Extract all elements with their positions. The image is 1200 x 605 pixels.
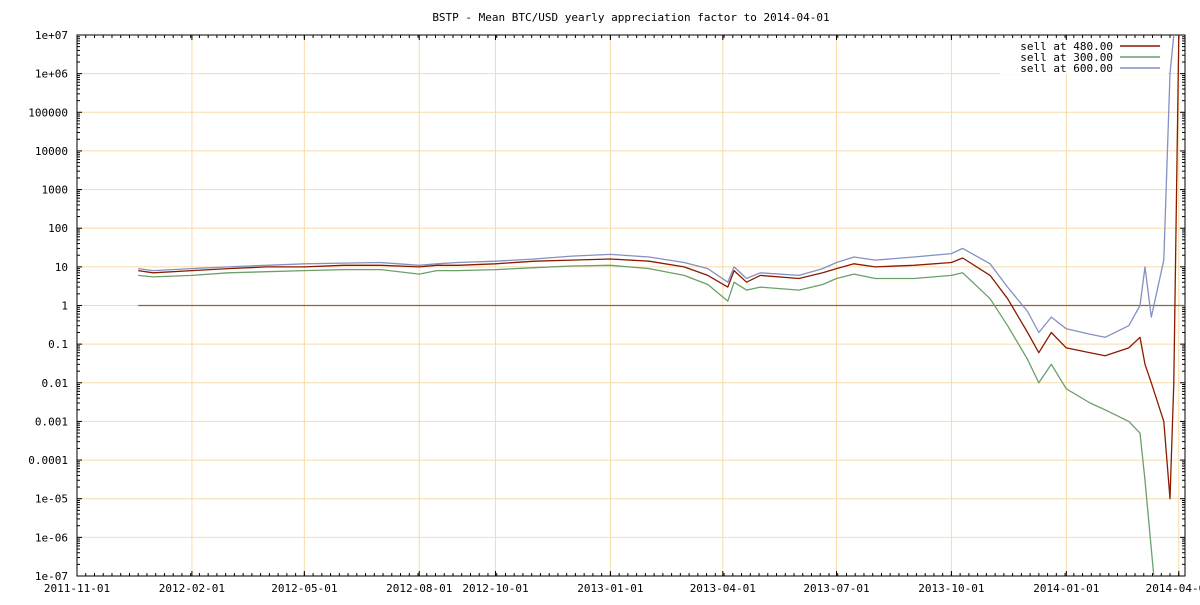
x-tick-label: 2013-10-01 — [918, 582, 984, 595]
chart-title: BSTP - Mean BTC/USD yearly appreciation … — [432, 11, 829, 24]
y-tick-label: 10000 — [35, 145, 68, 158]
x-tick-label: 2013-04-01 — [690, 582, 756, 595]
y-tick-label: 1 — [61, 300, 68, 313]
axis-ticks: 1e+07 1e+06 100000 10000 1000 100 10 1 0.1 0.01 0.… — [28, 29, 1200, 595]
legend-label: sell at 480.00 — [1020, 40, 1113, 53]
y-tick-label: 1e+06 — [35, 68, 68, 81]
y-tick-label: 100 — [48, 222, 68, 235]
y-tick-label: 1e-06 — [35, 531, 68, 544]
y-tick-label: 1e-05 — [35, 493, 68, 506]
x-tick-label: 2013-07-01 — [803, 582, 869, 595]
y-tick-label: 10 — [55, 261, 68, 274]
y-tick-label: 0.01 — [42, 377, 69, 390]
series-line-3 — [138, 34, 1175, 338]
y-tick-label: 1000 — [42, 184, 69, 197]
legend-label: sell at 600.00 — [1020, 62, 1113, 75]
y-tick-label: 0.1 — [48, 338, 68, 351]
x-tick-label: 2014-01-01 — [1033, 582, 1099, 595]
series-group — [138, 34, 1180, 577]
y-tick-label: 0.001 — [35, 415, 68, 428]
x-tick-label: 2012-05-01 — [271, 582, 337, 595]
y-tick-label: 1e+07 — [35, 29, 68, 42]
x-tick-label: 2013-01-01 — [577, 582, 643, 595]
x-tick-label: 2012-10-01 — [462, 582, 528, 595]
y-tick-label: 1e-07 — [35, 570, 68, 583]
x-tick-label: 2014-04-01 — [1146, 582, 1200, 595]
y-tick-label: 100000 — [28, 106, 68, 119]
series-line-2 — [138, 264, 1155, 577]
x-tick-label: 2012-02-01 — [159, 582, 225, 595]
x-tick-label: 2011-11-01 — [44, 582, 110, 595]
y-tick-label: 0.0001 — [28, 454, 68, 467]
legend-label: sell at 300.00 — [1020, 51, 1113, 64]
series-line-1 — [138, 34, 1180, 500]
x-tick-label: 2012-08-01 — [386, 582, 452, 595]
